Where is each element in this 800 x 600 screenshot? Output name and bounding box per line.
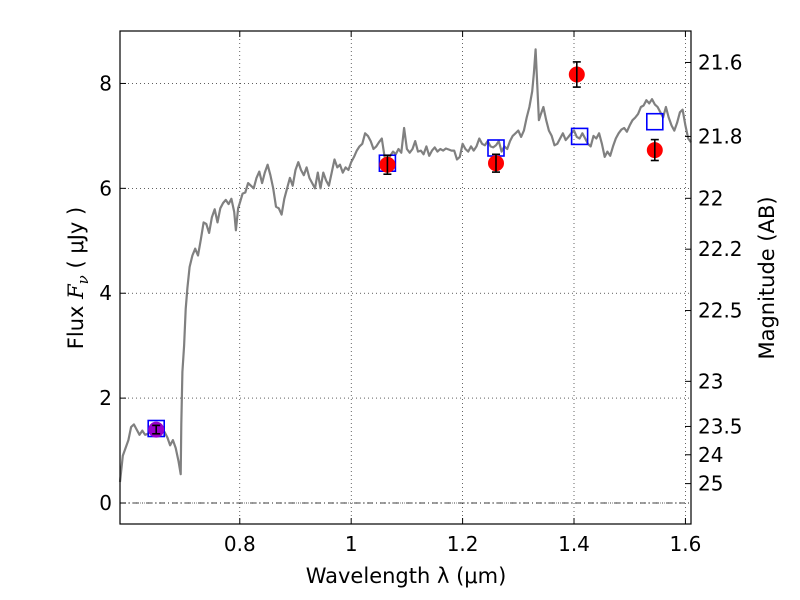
- right-axis-label: Magnitude (AB): [755, 196, 779, 359]
- y-tick-label: 4: [99, 281, 112, 305]
- y-tick-label: 0: [99, 491, 112, 515]
- y-axis-label-subscript: ν: [74, 275, 92, 284]
- y-axis-label-prefix: Flux: [64, 299, 88, 349]
- right-tick-label: 22: [698, 186, 723, 210]
- y-axis-label: Flux Fν ( μJy ): [64, 207, 92, 349]
- y-tick-label: 6: [99, 176, 112, 200]
- right-tick-label: 21.8: [698, 124, 743, 148]
- plot-frame: [119, 30, 692, 525]
- right-y-axis: 21.6 21.8 22 22.2 22.5 23 23.5 24 25: [685, 51, 743, 496]
- model-square-marker: [645, 112, 664, 131]
- x-axis: 0.8 1 1.2 1.4 1.6: [224, 31, 701, 556]
- right-tick-label: 23: [698, 369, 723, 393]
- right-tick-label: 23.5: [698, 414, 743, 438]
- x-tick-label: 1.2: [447, 532, 479, 556]
- right-tick-label: 25: [698, 472, 723, 496]
- y-axis-label-symbol: F: [64, 283, 88, 300]
- y-tick-label: 2: [99, 386, 112, 410]
- right-tick-label: 22.5: [698, 299, 743, 323]
- x-tick-label: 1: [345, 532, 358, 556]
- model-square-marker: [570, 127, 589, 146]
- right-tick-label: 22.2: [698, 237, 743, 261]
- x-tick-label: 0.8: [224, 532, 256, 556]
- right-tick-label: 21.6: [698, 51, 743, 75]
- x-tick-label: 1.4: [558, 532, 590, 556]
- x-axis-label: Wavelength λ (μm): [306, 564, 507, 588]
- y-axis-label-suffix: ( μJy ): [64, 207, 88, 275]
- series-layer: [118, 48, 692, 483]
- x-tick-label: 1.6: [669, 532, 701, 556]
- y-tick-label: 8: [99, 71, 112, 95]
- right-tick-label: 24: [698, 443, 723, 467]
- y-axis: 0 2 4 6 8: [99, 71, 126, 515]
- spectrum-line: [118, 48, 692, 483]
